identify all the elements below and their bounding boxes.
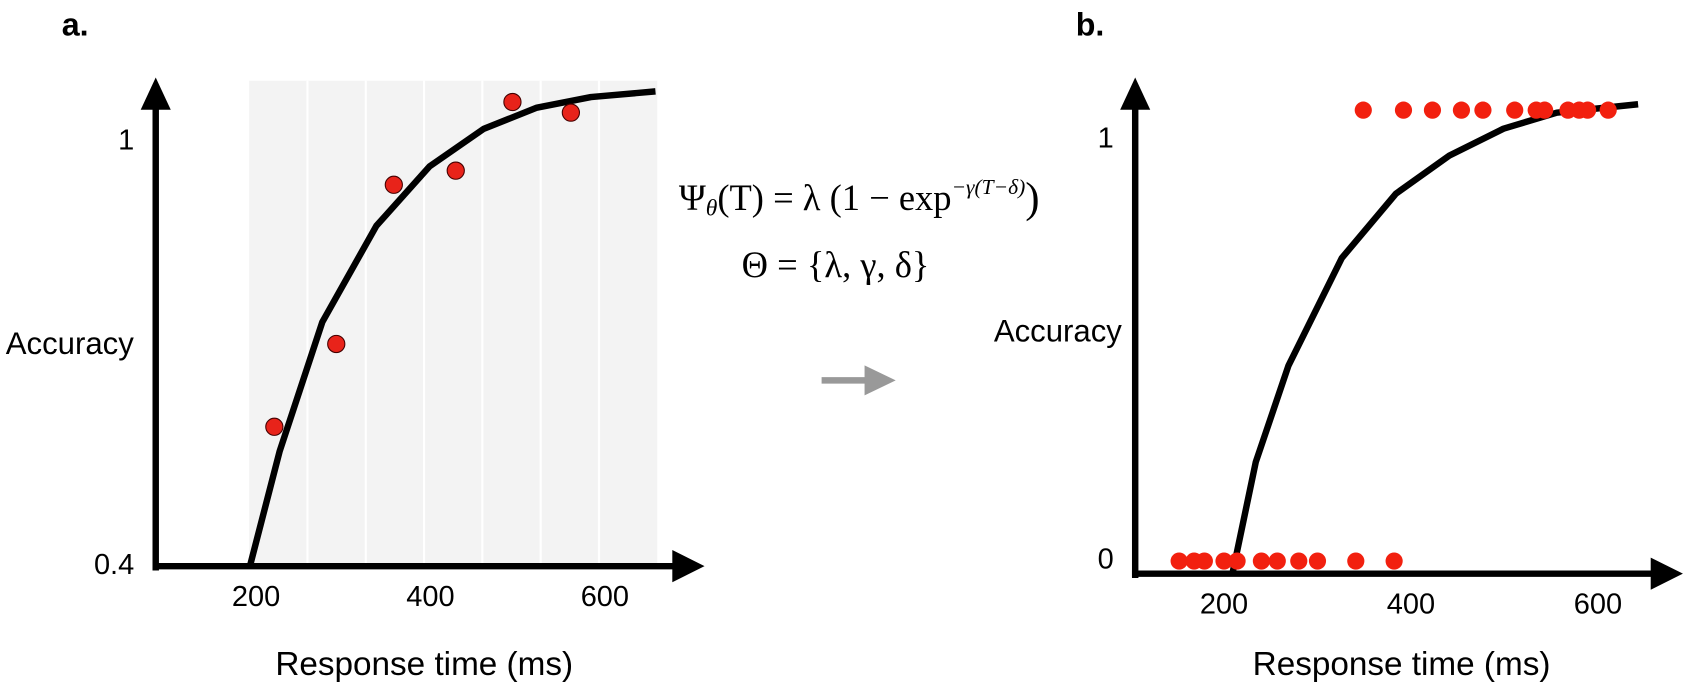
- x-tick-label: 400: [406, 581, 454, 613]
- data-point: [1290, 552, 1308, 570]
- formula-close: ): [1025, 175, 1039, 222]
- formula-psi-sub: θ: [706, 196, 718, 222]
- formula-psi: Ψ: [679, 177, 706, 218]
- data-point: [503, 92, 522, 112]
- x-tick-label: 600: [581, 581, 629, 613]
- transition-arrow: [821, 365, 896, 396]
- data-point: [1506, 101, 1524, 119]
- chart-panel: 200 400 600 0.4 1 a. Accuracy Response time (ms…: [6, 7, 705, 683]
- data-point: [446, 161, 465, 180]
- y-axis-arrow: [140, 77, 171, 110]
- y-tick-label: 1: [118, 124, 134, 156]
- chart-panel: 200 400 600 0 1 b. Accuracy Response time (ms): [994, 7, 1683, 683]
- panel-label: a.: [62, 7, 89, 43]
- data-point: [1474, 101, 1492, 119]
- data-point: [1599, 101, 1617, 119]
- arrow-head: [864, 365, 896, 396]
- data-point: [1394, 101, 1413, 119]
- y-axis-arrow: [1120, 77, 1151, 110]
- data-point: [1228, 552, 1246, 570]
- y-tick-label: 0: [1098, 544, 1114, 576]
- data-point: [1354, 101, 1372, 119]
- formula-exponent: −γ(T−δ): [952, 175, 1026, 199]
- x-axis-arrow: [1650, 557, 1683, 590]
- x-axis-title: Response time (ms): [1253, 646, 1551, 683]
- data-point: [1536, 101, 1554, 119]
- x-tick-label: 200: [1200, 589, 1248, 621]
- formula: Ψθ(T) = λ (1 − exp−γ(T−δ)): [679, 175, 1040, 222]
- background-band: [249, 80, 658, 567]
- formula-params: Θ = {λ, γ, δ}: [742, 244, 930, 285]
- data-point: [327, 334, 346, 354]
- y-tick-label: 0.4: [94, 549, 134, 581]
- data-point: [1252, 552, 1270, 570]
- x-tick-label: 200: [232, 581, 280, 613]
- y-axis-title: Accuracy: [6, 326, 134, 361]
- x-tick-label: 600: [1574, 589, 1622, 621]
- fit-curve: [1229, 101, 1639, 575]
- data-point: [1215, 552, 1233, 570]
- data-point: [561, 103, 580, 122]
- data-point: [1423, 101, 1442, 119]
- formula-body: (T) = λ (1 − exp: [717, 177, 951, 218]
- data-point: [384, 175, 403, 194]
- data-point: [1579, 101, 1597, 119]
- data-point: [1170, 552, 1188, 570]
- y-axis-title: Accuracy: [994, 313, 1122, 348]
- data-point: [1268, 552, 1286, 570]
- data-point: [1385, 552, 1403, 570]
- data-point: [1308, 552, 1327, 570]
- x-tick-label: 400: [1387, 589, 1435, 621]
- panel-label: b.: [1076, 7, 1105, 43]
- x-axis-arrow: [672, 550, 705, 583]
- fit-curve: [246, 88, 656, 567]
- x-axis-title: Response time (ms): [275, 646, 573, 683]
- data-point: [1452, 101, 1471, 119]
- data-point: [265, 417, 284, 436]
- data-point: [1195, 552, 1213, 570]
- y-tick-label: 1: [1098, 122, 1114, 154]
- data-point: [1347, 552, 1365, 570]
